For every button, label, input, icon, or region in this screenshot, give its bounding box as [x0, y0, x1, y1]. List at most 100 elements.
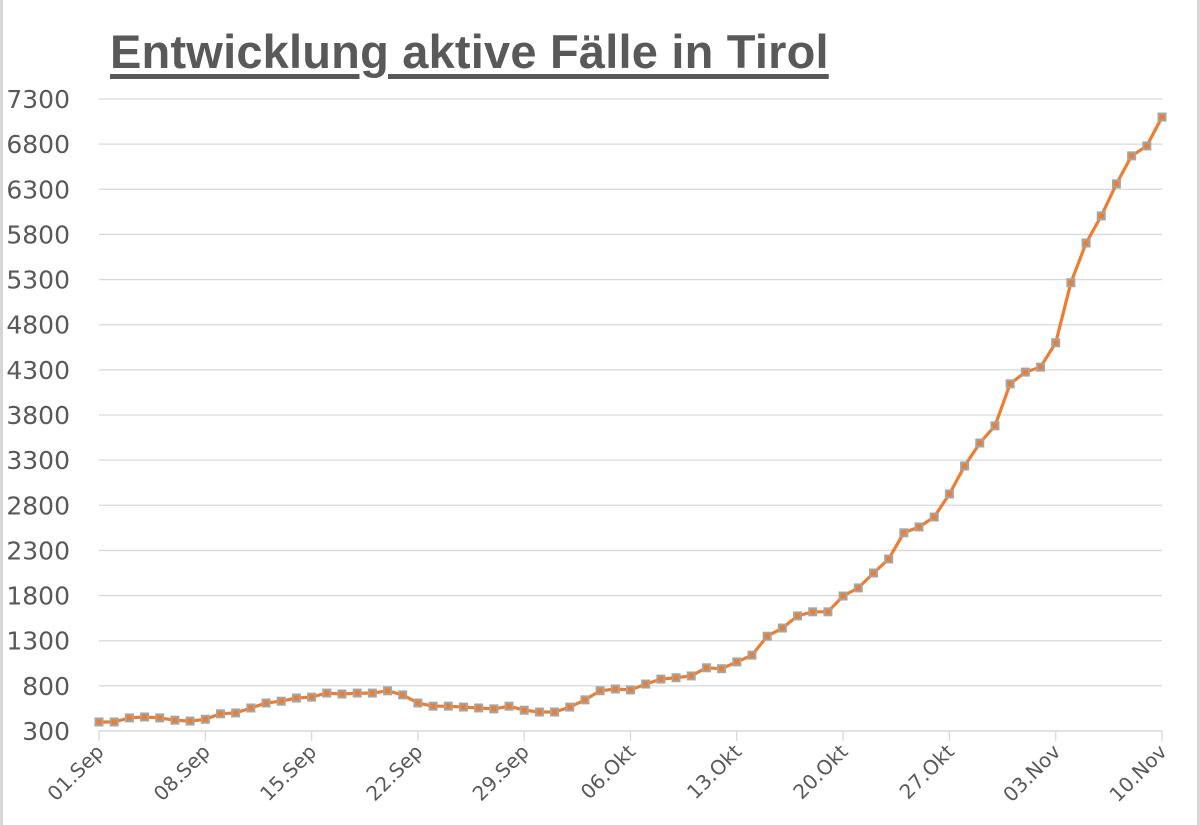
data-point-marker	[1142, 141, 1152, 151]
data-point-marker	[671, 673, 681, 683]
x-tick-label: 06.Okt	[576, 739, 640, 803]
data-point-marker	[641, 679, 651, 689]
data-point-marker	[595, 686, 605, 696]
data-point-marker	[868, 568, 878, 578]
data-point-marker	[1111, 179, 1121, 189]
y-tick-label: 6800	[6, 130, 70, 159]
data-point-marker	[1066, 278, 1076, 288]
data-point-marker	[914, 522, 924, 532]
data-point-marker	[975, 438, 985, 448]
y-tick-label: 3300	[6, 446, 70, 475]
data-point-marker	[899, 528, 909, 538]
data-point-marker	[276, 696, 286, 706]
data-point-marker	[170, 715, 180, 725]
data-point-marker	[944, 489, 954, 499]
data-point-marker	[929, 512, 939, 522]
data-point-marker	[823, 607, 833, 617]
data-point-marker	[565, 702, 575, 712]
data-point-marker	[474, 703, 484, 713]
data-point-marker	[489, 704, 499, 714]
data-series	[94, 112, 1167, 727]
x-tick-label: 27.Okt	[895, 739, 959, 803]
y-tick-label: 1800	[6, 582, 70, 611]
data-point-marker	[109, 717, 119, 727]
x-tick-label: 22.Sep	[361, 740, 427, 806]
data-point-marker	[762, 631, 772, 641]
y-tick-label: 6300	[6, 175, 70, 204]
y-axis-labels: 300 800 1300 1800 2300 2800 3300 3800 4300 4800 53…	[6, 85, 70, 746]
data-point-marker	[398, 690, 408, 700]
gridlines	[99, 98, 1162, 687]
data-point-marker	[534, 707, 544, 717]
data-point-marker	[838, 591, 848, 601]
y-tick-label: 5800	[6, 220, 70, 249]
data-point-marker	[215, 709, 225, 719]
data-point-marker	[94, 717, 104, 727]
x-tick-label: 15.Sep	[255, 740, 321, 806]
data-point-marker	[413, 698, 423, 708]
data-point-marker	[185, 716, 195, 726]
data-point-marker	[808, 607, 818, 617]
chart-title: Entwicklung aktive Fälle in Tirol	[110, 25, 829, 78]
data-point-marker	[519, 705, 529, 715]
x-tick-label: 08.Sep	[149, 740, 215, 806]
data-point-marker	[155, 713, 165, 723]
y-tick-label: 5300	[6, 266, 70, 295]
data-point-marker	[550, 707, 560, 717]
x-axis: 01.Sep 08.Sep 15.Sep 22.Sep 29.Sep 06.Okt 13.O…	[42, 730, 1172, 807]
data-point-marker	[1096, 211, 1106, 221]
y-tick-label: 1300	[6, 627, 70, 656]
data-point-marker	[793, 611, 803, 621]
data-point-marker	[367, 688, 377, 698]
y-tick-label: 300	[22, 717, 70, 746]
data-point-marker	[884, 554, 894, 564]
data-point-marker	[458, 702, 468, 712]
data-point-marker	[383, 686, 393, 696]
data-point-marker	[1157, 112, 1167, 122]
data-point-marker	[322, 688, 332, 698]
data-point-marker	[1020, 367, 1030, 377]
data-point-marker	[1005, 379, 1015, 389]
data-point-marker	[747, 650, 757, 660]
x-tick-label: 10.Nov	[1104, 739, 1171, 806]
series-line	[99, 116, 1164, 724]
y-tick-label: 3800	[6, 401, 70, 430]
data-point-marker	[1081, 238, 1091, 248]
x-tick-label: 01.Sep	[42, 740, 108, 806]
data-point-marker	[610, 684, 620, 694]
data-point-marker	[1051, 338, 1061, 348]
x-tick-label: 20.Okt	[788, 739, 852, 803]
data-point-marker	[1036, 362, 1046, 372]
data-point-marker	[200, 714, 210, 724]
y-tick-label: 800	[22, 672, 70, 701]
y-tick-label: 4300	[6, 356, 70, 385]
y-tick-label: 2300	[6, 536, 70, 565]
data-point-marker	[656, 674, 666, 684]
data-point-marker	[140, 712, 150, 722]
data-point-marker	[853, 583, 863, 593]
data-point-marker	[626, 685, 635, 695]
data-point-marker	[701, 663, 711, 673]
y-tick-label: 4800	[6, 311, 70, 340]
data-point-marker	[246, 703, 256, 713]
data-point-marker	[124, 713, 134, 723]
x-tick-label: 13.Okt	[682, 739, 746, 803]
data-point-marker	[990, 421, 1000, 431]
data-point-marker	[428, 701, 438, 711]
data-point-marker	[686, 671, 696, 681]
data-point-marker	[504, 701, 514, 711]
x-tick-label: 03.Nov	[998, 739, 1065, 806]
data-point-marker	[717, 664, 727, 674]
data-point-marker	[1127, 151, 1137, 161]
data-point-marker	[777, 623, 787, 633]
y-tick-label: 2800	[6, 491, 70, 520]
data-point-marker	[960, 461, 970, 471]
data-point-marker	[443, 701, 453, 711]
data-point-marker	[261, 698, 271, 708]
data-point-marker	[580, 695, 590, 705]
data-point-marker	[732, 657, 742, 667]
y-tick-label: 7300	[6, 85, 70, 114]
data-point-marker	[337, 689, 347, 699]
data-point-marker	[352, 688, 362, 698]
